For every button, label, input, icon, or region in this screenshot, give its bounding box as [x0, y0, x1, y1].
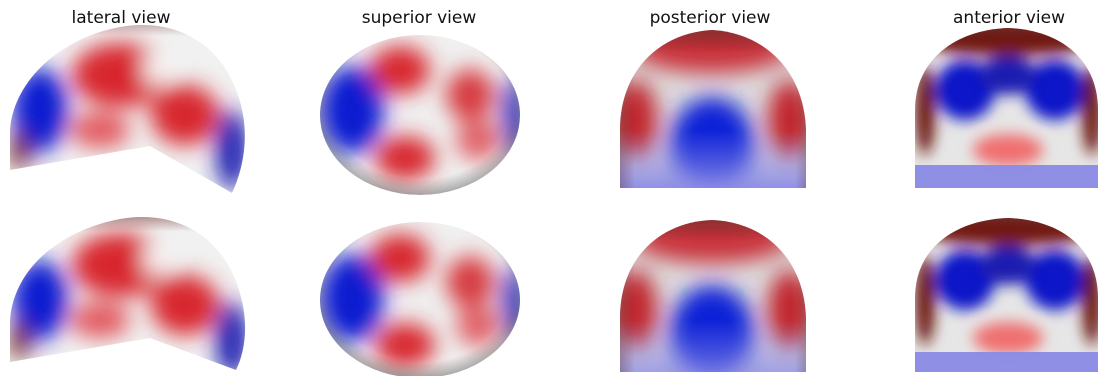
superior-map-bottom [320, 222, 520, 376]
posterior-view-title: posterior view [649, 8, 771, 28]
lateral-map-top [10, 24, 245, 193]
posterior-map-bottom [620, 220, 806, 372]
anterior-view-title: anterior view [953, 8, 1065, 28]
lateral-map-bottom [10, 216, 246, 370]
anterior-map-bottom [915, 218, 1098, 372]
lateral-view-title: lateral view [71, 8, 171, 28]
superior-view-title: superior view [361, 8, 477, 28]
anterior-map-top [915, 28, 1098, 188]
posterior-map-top [620, 30, 806, 188]
superior-map-top [320, 35, 520, 195]
